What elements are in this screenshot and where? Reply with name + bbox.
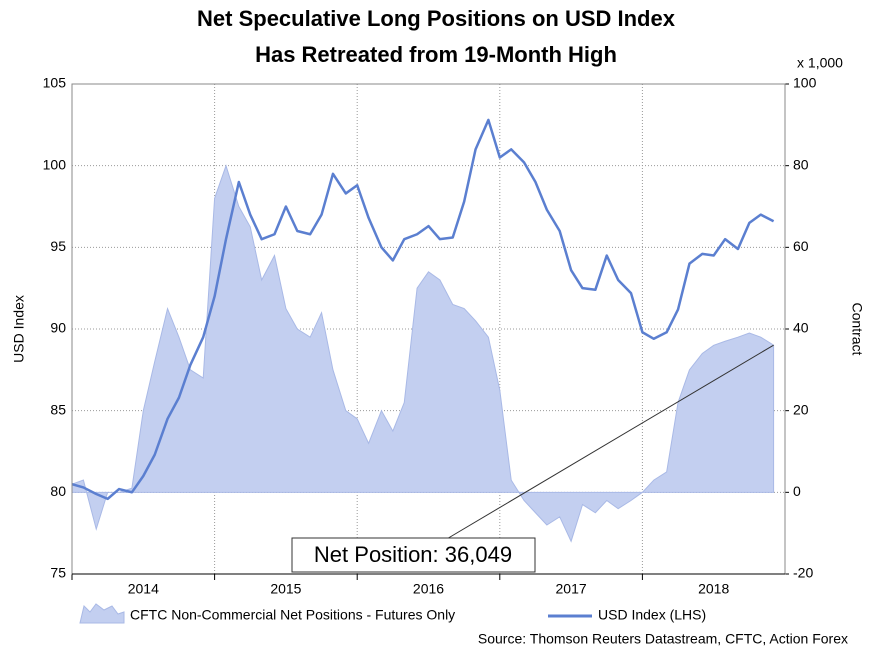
legend-swatch [79, 603, 125, 624]
chart-title: Has Retreated from 19-Month High [255, 42, 617, 67]
y2-tick-label: 60 [793, 238, 809, 254]
x-tick-label: 2017 [556, 581, 587, 597]
y-tick-label: 75 [50, 565, 66, 581]
annotation: Net Position: 36,049 [314, 542, 512, 567]
y-axis-label: USD Index [11, 295, 27, 363]
y2-axis-label: Contract [849, 303, 865, 356]
y2-tick-label: 100 [793, 75, 817, 91]
y-tick-label: 80 [50, 483, 66, 499]
chart-title: Net Speculative Long Positions on USD In… [197, 6, 676, 31]
line [71, 118, 775, 501]
y-tick-label: 105 [43, 75, 67, 91]
y-tick-label: 85 [50, 401, 66, 417]
y-tick-label: 100 [43, 156, 67, 172]
y2-tick-label: 20 [793, 401, 809, 417]
y2-unit: x 1,000 [797, 55, 843, 71]
area [71, 164, 775, 543]
x-tick-label: 2015 [270, 581, 301, 597]
y-tick-label: 95 [50, 238, 66, 254]
legend-label: USD Index (LHS) [598, 607, 706, 623]
annotation-box [291, 537, 536, 573]
y2-tick-label: 40 [793, 320, 809, 336]
y2-tick-label: -20 [793, 565, 813, 581]
source: Source: Thomson Reuters Datastream, CFTC… [478, 631, 848, 647]
x-tick-label: 2016 [413, 581, 444, 597]
y2-tick-label: 80 [793, 156, 809, 172]
leader-line [444, 344, 774, 541]
legend-label: CFTC Non-Commercial Net Positions - Futu… [130, 607, 455, 623]
x-tick-label: 2014 [128, 581, 159, 597]
x-tick-label: 2018 [698, 581, 729, 597]
y-tick-label: 90 [50, 320, 66, 336]
y2-tick-label: 0 [793, 483, 801, 499]
